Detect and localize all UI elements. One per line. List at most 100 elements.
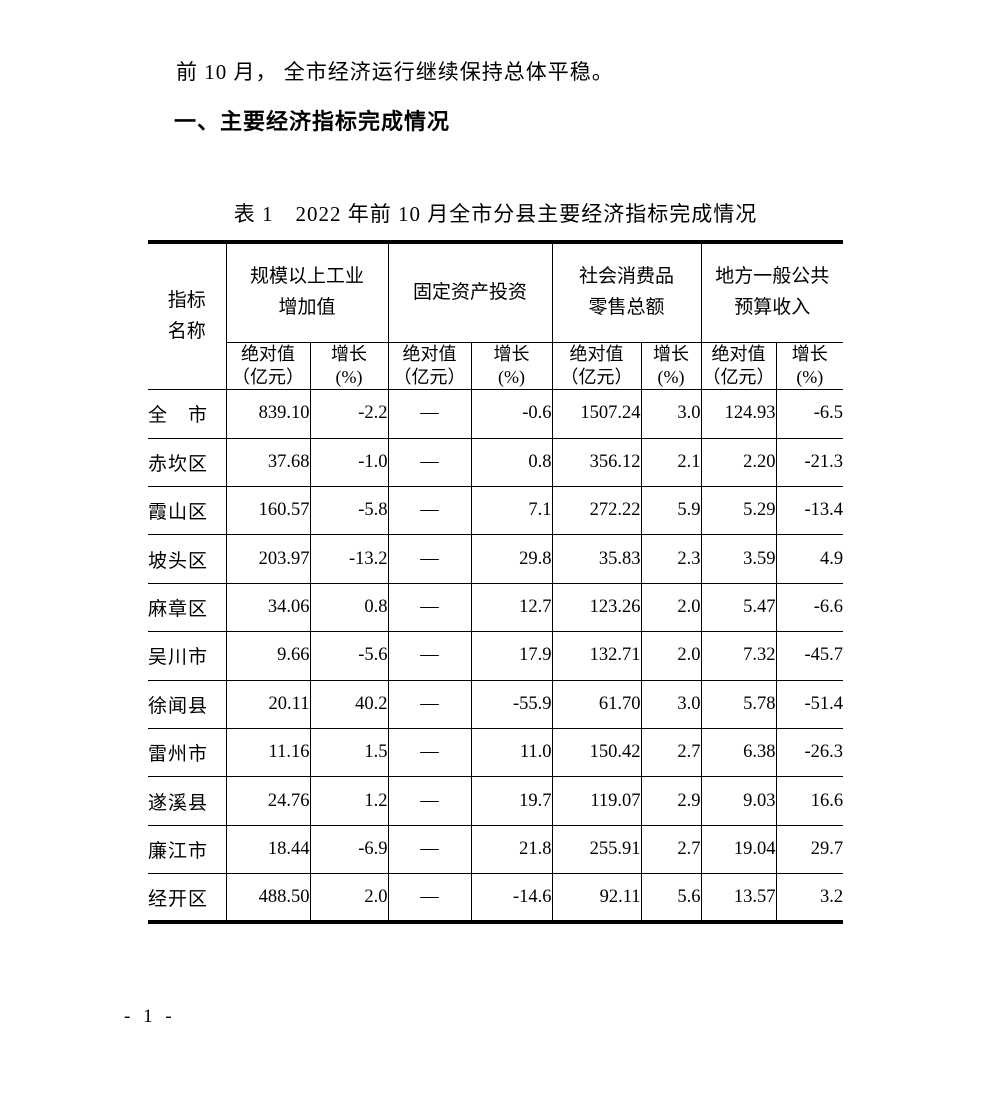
group-header-public-budget-revenue: 地方一般公共 预算收入 xyxy=(700,241,844,343)
data-cell: 2.1 xyxy=(640,437,702,488)
data-cell: — xyxy=(387,534,472,584)
data-cell: 5.6 xyxy=(640,873,702,923)
data-cell: -14.6 xyxy=(470,873,553,923)
data-cell: 7.1 xyxy=(470,486,553,536)
data-cell: — xyxy=(387,679,472,730)
group-header-retail-sales: 社会消费品 零售总额 xyxy=(551,241,702,343)
data-cell: -6.5 xyxy=(775,389,844,439)
data-cell: 9.03 xyxy=(700,776,777,826)
data-cell: -55.9 xyxy=(470,679,553,730)
data-cell: 272.22 xyxy=(551,486,642,536)
data-cell: -6.6 xyxy=(775,582,844,633)
data-cell: 12.7 xyxy=(470,582,553,633)
data-cell: -21.3 xyxy=(775,437,844,488)
data-cell: 124.93 xyxy=(700,389,777,439)
data-cell: 11.16 xyxy=(225,728,311,778)
data-cell: 119.07 xyxy=(551,776,642,826)
table-row: 遂溪县 24.76 1.2—19.7 119.07 2.9 9.03 16.6 xyxy=(148,776,844,826)
table-title: 表 1 2022 年前 10 月全市分县主要经济指标完成情况 xyxy=(233,202,758,226)
table-row: 坡头区 203.97 -13.2—29.8 35.83 2.3 3.59 4.9 xyxy=(148,534,844,584)
intro-paragraph: 前 10 月， 全市经济运行继续保持总体平稳。 xyxy=(176,60,614,84)
subheader-absolute-value: 绝对值 （亿元） xyxy=(700,341,777,391)
table-row: 全 市 839.10 -2.2— -0.6 1507.24 3.0 124.93 -6.5 xyxy=(148,389,844,439)
data-cell: — xyxy=(387,824,472,875)
data-cell: -2.2 xyxy=(309,389,389,439)
data-cell: 18.44 xyxy=(225,824,311,875)
data-cell: 11.0 xyxy=(470,728,553,778)
data-cell: 20.11 xyxy=(225,679,311,730)
row-label: 廉江市 xyxy=(148,824,227,875)
data-cell: 34.06 xyxy=(225,582,311,633)
data-cell: -5.6 xyxy=(309,631,389,681)
data-cell: — xyxy=(387,486,472,536)
subheader-absolute-value: 绝对值 （亿元） xyxy=(226,341,311,391)
data-cell: 9.66 xyxy=(225,631,311,681)
data-cell: -51.4 xyxy=(775,679,844,730)
page-number: - 1 - xyxy=(124,1006,176,1027)
subheader-growth: 增长 (%) xyxy=(775,341,844,391)
data-cell: 0.8 xyxy=(309,582,389,633)
data-cell: 21.8 xyxy=(470,824,553,875)
data-cell: 3.2 xyxy=(775,873,844,923)
data-cell: 2.0 xyxy=(640,631,702,681)
data-cell: 1.5 xyxy=(309,728,389,778)
economic-indicators-table: 指标 名称 规模以上工业 增加值 固定资产投资 社会消费品 零售总额 地方一般公… xyxy=(148,240,844,925)
data-cell: -6.9 xyxy=(309,824,389,875)
data-cell: 7.32 xyxy=(700,631,777,681)
data-cell: 2.0 xyxy=(640,582,702,633)
data-cell: 3.59 xyxy=(700,534,777,584)
data-cell: 5.29 xyxy=(700,486,777,536)
data-cell: 3.0 xyxy=(640,679,702,730)
data-cell: 29.8 xyxy=(470,534,553,584)
data-cell: 6.38 xyxy=(700,728,777,778)
data-cell: -13.4 xyxy=(775,486,844,536)
data-cell: — xyxy=(387,437,472,488)
data-cell: 356.12 xyxy=(551,437,642,488)
data-cell: -26.3 xyxy=(775,728,844,778)
group-header-fixed-asset-investment: 固定资产投资 xyxy=(387,241,553,343)
row-label: 赤坎区 xyxy=(148,437,227,488)
data-cell: 150.42 xyxy=(551,728,642,778)
subheader-absolute-value: 绝对值 （亿元） xyxy=(387,341,472,391)
data-cell: — xyxy=(387,728,472,778)
group-header-industrial-output: 规模以上工业 增加值 xyxy=(225,241,389,343)
data-cell: 5.9 xyxy=(640,486,702,536)
data-cell: — xyxy=(387,631,472,681)
data-cell: 13.57 xyxy=(700,873,777,923)
data-cell: — xyxy=(387,776,472,826)
section-heading: 一、主要经济指标完成情况 xyxy=(174,109,451,134)
data-cell: 5.47 xyxy=(700,582,777,633)
table-body: 全 市 839.10 -2.2— -0.6 1507.24 3.0 124.93 -6.5 赤坎… xyxy=(148,389,844,923)
data-cell: 5.78 xyxy=(700,679,777,730)
data-cell: 4.9 xyxy=(775,534,844,584)
table-row: 经开区 488.50 2.0— -14.6 92.11 5.6 13.57 3.2 xyxy=(148,873,844,923)
data-cell: 2.7 xyxy=(640,824,702,875)
data-cell: -13.2 xyxy=(309,534,389,584)
row-label: 坡头区 xyxy=(148,534,227,584)
data-cell: 1.2 xyxy=(309,776,389,826)
data-cell: 24.76 xyxy=(225,776,311,826)
data-cell: 19.04 xyxy=(700,824,777,875)
data-cell: 2.9 xyxy=(640,776,702,826)
data-cell: 16.6 xyxy=(775,776,844,826)
subheader-growth: 增长 (%) xyxy=(640,341,702,391)
data-cell: 29.7 xyxy=(775,824,844,875)
data-cell: 123.26 xyxy=(551,582,642,633)
row-label: 遂溪县 xyxy=(148,776,227,826)
data-cell: — xyxy=(387,873,472,923)
table-row: 霞山区 160.57 -5.8—7.1 272.22 5.9 5.29 -13.4 xyxy=(148,486,844,536)
data-cell: 37.68 xyxy=(225,437,311,488)
data-cell: 35.83 xyxy=(551,534,642,584)
data-cell: 0.8 xyxy=(470,437,553,488)
data-cell: 2.20 xyxy=(700,437,777,488)
data-cell: 2.3 xyxy=(640,534,702,584)
subheader-growth: 增长 (%) xyxy=(470,341,553,391)
row-label: 吴川市 xyxy=(148,631,227,681)
data-cell: — xyxy=(387,389,472,439)
data-cell: 255.91 xyxy=(551,824,642,875)
data-cell: -5.8 xyxy=(309,486,389,536)
table-row: 麻章区 34.06 0.8—12.7 123.26 2.0 5.47 -6.6 xyxy=(148,582,844,633)
row-label: 霞山区 xyxy=(148,486,227,536)
data-cell: 839.10 xyxy=(225,389,311,439)
row-label: 全 市 xyxy=(148,389,227,439)
